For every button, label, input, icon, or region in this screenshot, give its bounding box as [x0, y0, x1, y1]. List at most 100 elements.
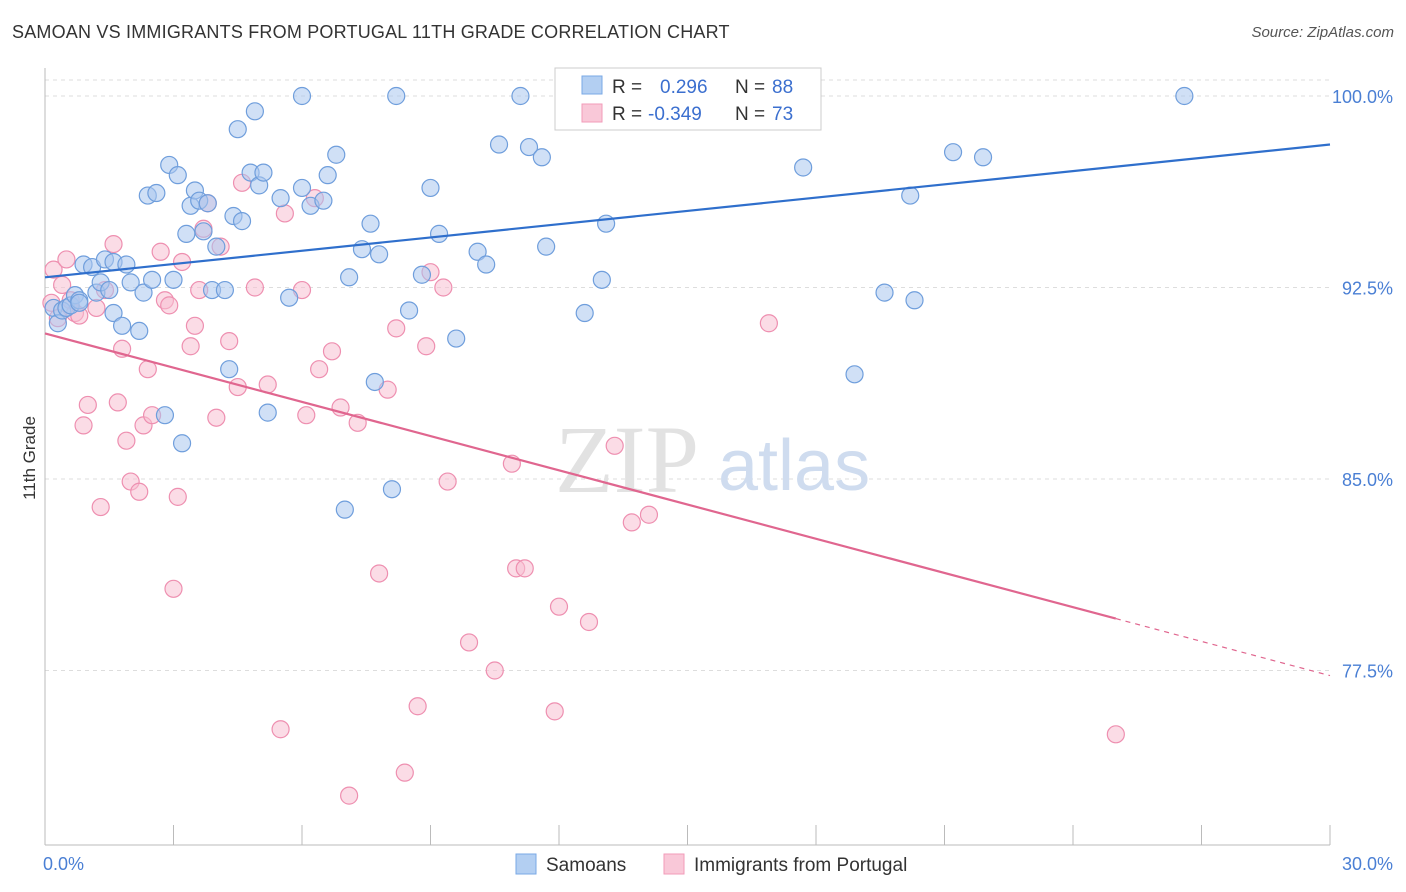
legend-n-label: N = [735, 104, 765, 125]
data-point-portugal [151, 242, 170, 261]
data-point-samoans [164, 270, 183, 289]
data-point-samoans [575, 303, 594, 323]
bottom-legend-label-samoans: Samoans [546, 855, 626, 876]
data-point-portugal [181, 337, 200, 356]
legend-r-value-samoans: 0.296 [660, 77, 708, 98]
data-point-samoans [318, 166, 337, 185]
x-tick-label: 0.0% [43, 854, 84, 874]
legend-n-value-portugal: 73 [772, 104, 793, 125]
data-point-portugal [622, 513, 641, 532]
data-point-samoans [258, 403, 277, 422]
data-point-samoans [177, 224, 196, 243]
data-point-samoans [532, 148, 551, 167]
data-point-samoans [399, 301, 419, 320]
data-point-portugal [485, 661, 504, 680]
data-point-samoans [245, 102, 264, 121]
data-point-samoans [292, 178, 312, 198]
data-point-portugal [340, 786, 359, 805]
data-point-samoans [845, 365, 864, 384]
data-point-portugal [322, 342, 342, 361]
data-point-portugal [759, 314, 778, 333]
data-point-portugal [168, 487, 187, 506]
data-point-portugal [108, 393, 127, 412]
data-point-portugal [104, 234, 123, 254]
data-point-samoans [215, 280, 234, 300]
y-tick-labels: 100.0% 92.5% 85.0% 77.5% [1332, 87, 1393, 682]
legend-swatch-portugal [581, 103, 603, 123]
y-tick-label: 92.5% [1342, 279, 1393, 299]
data-point-samoans [254, 163, 273, 182]
data-point-samoans [412, 265, 432, 284]
data-point-samoans [232, 212, 252, 231]
data-point-samoans [168, 166, 187, 185]
data-point-portugal [579, 612, 599, 632]
data-point-samoans [271, 189, 290, 208]
x-tick-labels: 0.0% 30.0% [43, 854, 1393, 874]
data-point-portugal [160, 296, 179, 315]
bottom-legend-swatch-portugal [663, 853, 685, 875]
trend-lines [44, 143, 1331, 677]
legend-n-value-samoans: 88 [772, 77, 793, 98]
data-point-samoans [172, 434, 192, 453]
bottom-legend-label-portugal: Immigrants from Portugal [694, 855, 907, 876]
data-point-portugal [395, 763, 414, 782]
data-point-samoans [477, 255, 496, 274]
data-point-samoans [194, 222, 213, 241]
y-axis-title: 11th Grade [20, 416, 39, 500]
data-point-portugal [271, 720, 290, 739]
data-point-samoans [112, 316, 132, 335]
data-point-samoans [280, 288, 299, 307]
data-point-portugal [605, 436, 624, 455]
data-point-samoans [387, 86, 406, 106]
data-point-portugal [434, 278, 453, 297]
data-point-samoans [335, 500, 354, 519]
data-point-samoans [537, 237, 556, 256]
data-point-portugal [408, 697, 427, 716]
data-point-portugal [130, 482, 149, 501]
chart-source: Source: ZipAtlas.com [1251, 24, 1394, 41]
data-point-portugal [370, 564, 389, 583]
data-point-samoans [905, 291, 924, 310]
data-point-samoans [973, 148, 993, 167]
data-point-samoans [468, 242, 487, 261]
data-point-samoans [340, 268, 359, 287]
data-point-samoans [519, 137, 539, 157]
data-point-samoans [365, 372, 384, 392]
data-point-samoans [121, 273, 140, 292]
data-point-samoans [207, 237, 226, 256]
data-point-samoans [361, 214, 380, 233]
trend-line-portugal [44, 332, 1117, 620]
data-point-portugal [297, 406, 316, 425]
data-point-portugal [639, 505, 659, 524]
data-point-portugal [1106, 725, 1125, 744]
data-point-samoans [794, 158, 813, 177]
legend-r-label: R = [612, 77, 642, 98]
data-point-portugal [459, 633, 479, 652]
data-point-samoans [70, 293, 89, 312]
data-point-samoans [155, 406, 175, 425]
data-point-samoans [1175, 86, 1194, 106]
bottom-legend: Samoans Immigrants from Portugal [515, 853, 907, 876]
data-point-portugal [57, 250, 76, 269]
data-point-samoans [489, 135, 509, 154]
data-point-samoans [592, 270, 611, 289]
data-point-samoans [421, 178, 440, 198]
data-point-portugal [91, 497, 110, 517]
data-point-samoans [943, 143, 963, 162]
bottom-legend-swatch-samoans [515, 853, 537, 875]
data-point-portugal [207, 408, 226, 427]
y-tick-label: 77.5% [1342, 662, 1393, 682]
data-point-portugal [117, 431, 136, 450]
data-point-portugal [164, 579, 183, 598]
trend-line-samoans [44, 143, 1331, 279]
data-point-portugal [44, 260, 63, 279]
data-point-samoans [104, 303, 123, 323]
data-point-portugal [245, 278, 264, 297]
data-point-samoans [130, 321, 149, 341]
data-point-samoans [198, 194, 217, 213]
data-point-portugal [417, 337, 436, 356]
watermark-atlas: atlas [718, 426, 870, 506]
data-point-portugal [220, 332, 239, 351]
data-point-samoans [370, 245, 389, 264]
